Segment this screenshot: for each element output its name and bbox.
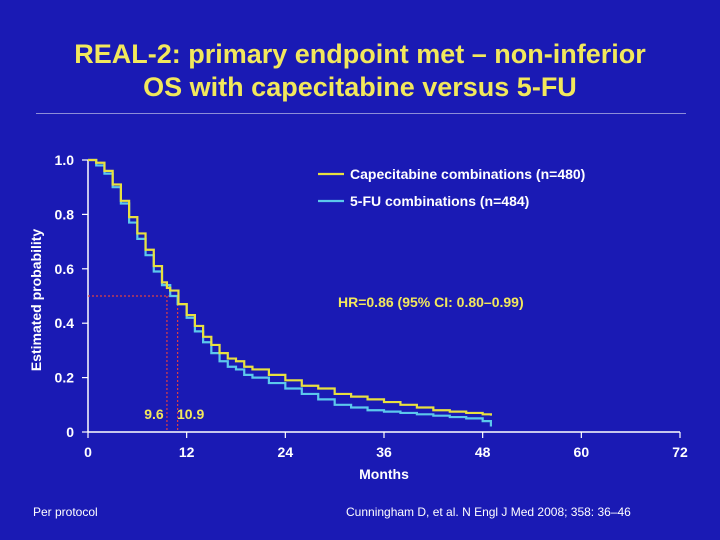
legend-label: Capecitabine combinations (n=480) xyxy=(350,166,585,182)
footnote-citation: Cunningham D, et al. N Engl J Med 2008; … xyxy=(346,505,631,519)
x-axis-label: Months xyxy=(359,466,409,482)
y-tick-label: 0.4 xyxy=(55,315,75,331)
hazard-ratio-annotation: HR=0.86 (95% CI: 0.80–0.99) xyxy=(338,294,524,310)
series-line xyxy=(88,158,492,416)
y-tick-label: 0.2 xyxy=(55,370,75,386)
y-tick-label: 0 xyxy=(66,424,74,440)
x-tick-label: 72 xyxy=(672,444,688,460)
y-tick-label: 0.8 xyxy=(55,206,75,222)
legend-label: 5-FU combinations (n=484) xyxy=(350,193,529,209)
y-tick-label: 1.0 xyxy=(55,152,75,168)
x-tick-label: 0 xyxy=(84,444,92,460)
median-label: 10.9 xyxy=(177,406,204,422)
median-label: 9.6 xyxy=(144,406,164,422)
slide-title: REAL-2: primary endpoint met – non-infer… xyxy=(0,38,720,104)
x-tick-label: 12 xyxy=(179,444,195,460)
x-tick-label: 60 xyxy=(574,444,590,460)
y-tick-label: 0.6 xyxy=(55,261,75,277)
slide-title-line2: OS with capecitabine versus 5-FU xyxy=(143,72,577,102)
y-axis-label: Estimated probability xyxy=(28,229,44,372)
title-divider xyxy=(36,113,686,114)
x-tick-label: 36 xyxy=(376,444,392,460)
x-tick-label: 24 xyxy=(278,444,294,460)
x-tick-label: 48 xyxy=(475,444,491,460)
footnote-per-protocol: Per protocol xyxy=(33,505,98,519)
slide-title-line1: REAL-2: primary endpoint met – non-infer… xyxy=(74,39,646,69)
